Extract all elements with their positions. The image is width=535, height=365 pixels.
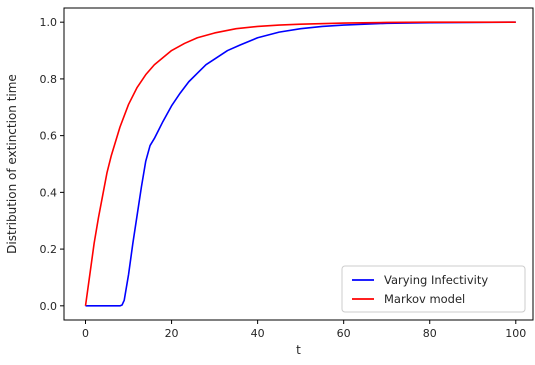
axis-ticks: 0 20 40 60 80 100 0.0 0.2 0.4 0.6 0.8 1.0 (40, 16, 527, 340)
series-line-markov-model (84, 21, 516, 306)
y-tick-label: 0.0 (40, 300, 58, 313)
x-tick-label: 100 (505, 327, 526, 340)
series-line-varying-infectivity (85, 21, 516, 307)
y-tick-label: 0.4 (40, 186, 58, 199)
x-tick-label: 60 (337, 327, 351, 340)
x-tick-label: 0 (82, 327, 89, 340)
legend: Varying Infectivity Markov model (341, 265, 526, 313)
x-axis-label: t (296, 343, 301, 357)
y-tick-label: 0.8 (40, 73, 58, 86)
y-axis-label: Distribution of extinction time (5, 74, 19, 254)
legend-label: Markov model (384, 292, 465, 306)
y-tick-label: 0.2 (40, 243, 58, 256)
x-tick-label: 40 (251, 327, 265, 340)
y-tick-label: 1.0 (40, 16, 58, 29)
plot-area (84, 21, 516, 307)
legend-box (341, 265, 526, 313)
y-tick-label: 0.6 (40, 130, 58, 143)
x-tick-label: 80 (423, 327, 437, 340)
x-tick-label: 20 (165, 327, 179, 340)
legend-label: Varying Infectivity (384, 273, 488, 287)
plot-frame (63, 7, 534, 321)
